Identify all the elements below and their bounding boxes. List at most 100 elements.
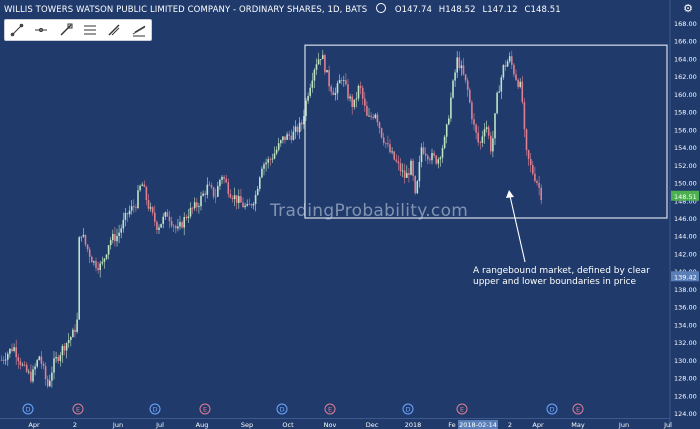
x-tick-label: 2 (73, 421, 77, 429)
value-badge (671, 271, 699, 282)
candle-body (464, 74, 467, 81)
candle-body (319, 59, 322, 60)
x-tick-label: Oct (282, 421, 294, 429)
dividend-marker (402, 403, 414, 415)
candle-body (126, 213, 129, 215)
candle-body (143, 184, 146, 187)
candle-body (177, 226, 179, 229)
candle-body (145, 186, 148, 201)
candle-body (399, 163, 402, 172)
candle-body (429, 159, 431, 161)
candle-body (30, 371, 32, 382)
candle-body (122, 219, 125, 229)
x-tick-label: Fe (448, 421, 455, 429)
candle-body (34, 366, 36, 370)
candle-body (298, 122, 301, 133)
candle-body (200, 195, 202, 207)
candle-body (166, 212, 169, 217)
candle-body (284, 136, 286, 140)
candle-body (25, 364, 28, 372)
candle-body (374, 114, 377, 118)
earnings-marker (572, 403, 584, 415)
candle-body (17, 357, 20, 362)
candle-body (103, 258, 106, 262)
candle-body (532, 164, 534, 174)
candle-body (95, 261, 97, 268)
candle-body (380, 128, 383, 138)
candle-body (271, 158, 274, 160)
y-tick-label: 126.00 (674, 392, 697, 400)
candle-body (521, 81, 524, 103)
eye-icon[interactable] (376, 3, 387, 13)
candle-body (242, 202, 244, 208)
candle-body (454, 72, 456, 81)
candle-body (538, 183, 540, 188)
candle-body (504, 65, 507, 67)
candle-body (4, 359, 7, 361)
candle-body (170, 221, 173, 226)
candle-body (118, 232, 120, 237)
candle-body (364, 98, 366, 106)
y-tick-label: 128.00 (674, 375, 697, 383)
pitchfork-icon[interactable] (107, 23, 121, 37)
candle-body (0, 359, 3, 361)
y-tick-label: 154.00 (674, 144, 697, 152)
candle-body (500, 77, 503, 92)
trend-line-icon[interactable] (10, 23, 24, 37)
y-tick-label: 138.00 (674, 286, 697, 294)
candle-body (368, 115, 370, 117)
candle-body (76, 319, 78, 332)
x-tick-label: Nov (324, 421, 337, 429)
gear-icon[interactable]: ⚙ (683, 2, 693, 15)
candle-body (198, 206, 200, 208)
candle-body (427, 155, 429, 160)
horizontal-ray-icon[interactable] (34, 23, 48, 37)
candle-body (431, 153, 433, 161)
candle-body (448, 118, 450, 125)
candle-body (288, 134, 290, 136)
candle-body (328, 70, 330, 87)
candle-body (387, 143, 389, 145)
candle-body (311, 80, 314, 88)
y-tick-label: 158.00 (674, 109, 697, 117)
candle-body (456, 57, 458, 73)
candle-body (343, 80, 345, 82)
y-tick-label: 134.00 (674, 321, 697, 329)
dividend-marker (546, 403, 558, 415)
candle-body (267, 159, 269, 163)
annotation-arrow (509, 195, 526, 263)
candle-body (315, 64, 318, 70)
event-label: D (25, 406, 30, 414)
candle-body (408, 173, 410, 175)
candle-body (160, 223, 162, 228)
event-label: D (279, 406, 284, 414)
candle-body (366, 105, 368, 116)
crosshair-date-badge (458, 420, 498, 429)
candle-body (235, 195, 238, 203)
lines-icon[interactable] (132, 23, 146, 37)
candle-body (206, 184, 209, 195)
candle-body (59, 355, 62, 361)
channel-icon[interactable] (83, 23, 97, 37)
candle-body (120, 228, 122, 233)
x-tick-label: Dec (366, 421, 379, 429)
ohlc-close: C148.51 (524, 5, 561, 15)
candle-body (38, 356, 41, 361)
candle-body (84, 234, 87, 245)
candle-body (309, 87, 311, 96)
candle-body (225, 178, 227, 183)
candle-body (445, 124, 448, 137)
candle-body (42, 363, 45, 367)
annotation-text: A rangebound market, defined by clear up… (473, 266, 650, 287)
candle-body (317, 59, 320, 65)
candle-body (139, 185, 141, 191)
y-tick-label: 146.00 (674, 215, 697, 223)
candle-body (21, 364, 24, 366)
fib-tool-icon[interactable] (59, 23, 73, 37)
last-price-label: 148.51 (674, 193, 697, 201)
candle-body (133, 206, 135, 208)
candle-body (154, 212, 156, 222)
candle-body (355, 98, 358, 100)
candle-body (412, 160, 414, 176)
